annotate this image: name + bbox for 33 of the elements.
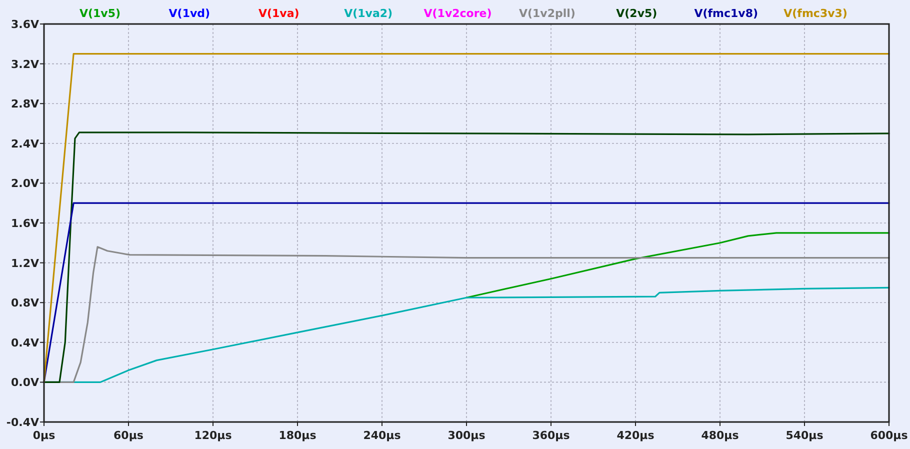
text: V(1va2) xyxy=(344,7,393,20)
x-tick-label: 180µs xyxy=(278,429,317,442)
y-tick-label: 2.4V xyxy=(11,137,40,150)
text: V(fmc1v8) xyxy=(694,7,758,20)
x-tick-label: 420µs xyxy=(616,429,655,442)
legend-label: V(1va) xyxy=(258,7,300,20)
legend-label: V(1v2core) xyxy=(424,7,492,20)
x-tick-label: 240µs xyxy=(363,429,402,442)
legend-label: V(1vd) xyxy=(168,7,210,20)
x-tick-label: 540µs xyxy=(786,429,824,442)
x-tick-label: 600µs xyxy=(870,429,908,442)
x-tick-label: 60µs xyxy=(114,429,144,442)
text: V(fmc3v3) xyxy=(784,7,848,20)
y-tick-label: 0.0V xyxy=(11,376,40,390)
text: V(1v5) xyxy=(79,7,121,20)
y-tick-label: 3.2V xyxy=(11,58,40,71)
x-tick-label: 300µs xyxy=(448,429,486,442)
line-series xyxy=(43,132,890,383)
text: V(2v5) xyxy=(616,7,658,20)
x-tick-label: 360µs xyxy=(532,429,570,442)
line-series xyxy=(466,232,890,298)
y-tick-label: 1.6V xyxy=(11,217,40,230)
y-tick-label: 0.4V xyxy=(11,336,40,350)
text: V(1v2pll) xyxy=(518,7,576,20)
y-tick-label: 0.8V xyxy=(11,296,40,310)
x-tick-label: 0µs xyxy=(32,429,56,442)
y-tick-label: 2.8V xyxy=(11,98,40,111)
y-tick-label: -0.4V xyxy=(6,416,40,429)
y-tick-label: 1.2V xyxy=(11,256,40,270)
y-tick-label: 3.6V xyxy=(11,18,40,31)
y-tick-label: 2.0V xyxy=(11,177,40,190)
x-tick-label: 120µs xyxy=(194,429,232,442)
x-tick-label: 480µs xyxy=(701,429,740,442)
